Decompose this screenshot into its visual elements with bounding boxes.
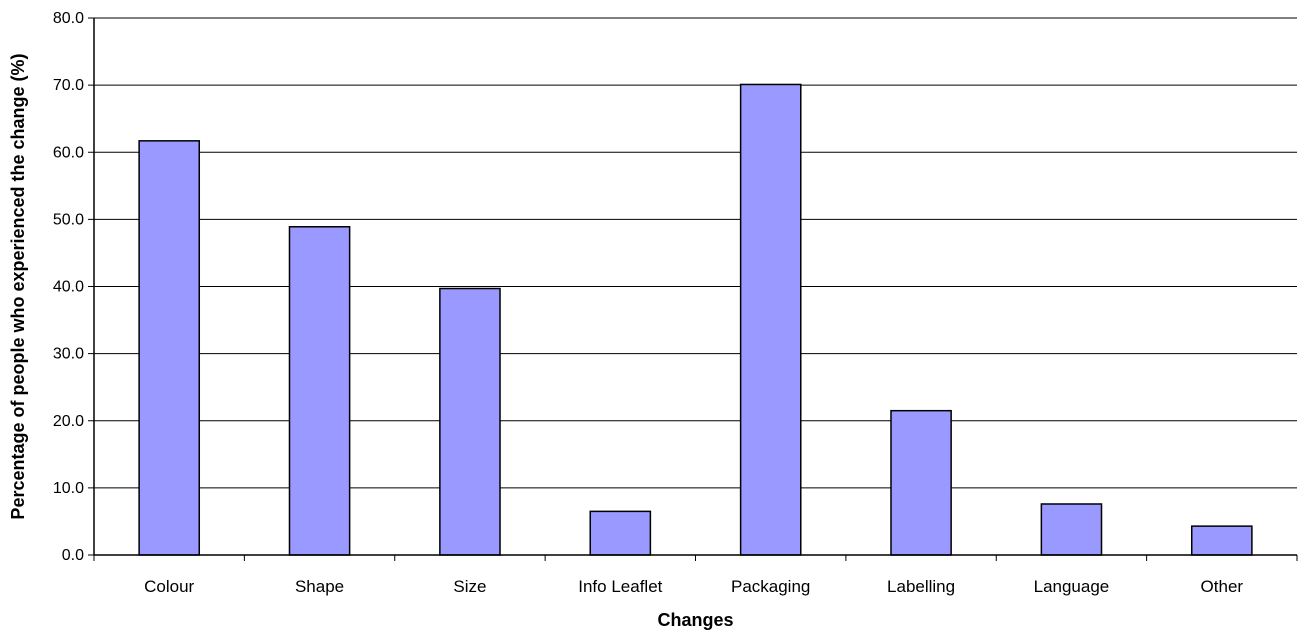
y-tick-label: 60.0: [53, 144, 84, 161]
x-tick-label: Packaging: [731, 577, 810, 596]
y-tick-label: 0.0: [62, 547, 84, 564]
y-axis-title: Percentage of people who experienced the…: [8, 53, 28, 519]
x-tick-label: Shape: [295, 577, 344, 596]
x-tick-label: Info Leaflet: [578, 577, 662, 596]
x-axis-title: Changes: [657, 610, 733, 630]
x-tick-label: Language: [1034, 577, 1110, 596]
bars: [138, 83, 1253, 556]
bar-size: [439, 287, 501, 556]
x-tick-label: Other: [1201, 577, 1244, 596]
x-tick-labels: Colour Shape Size Info Leaflet Packaging Labe…: [144, 577, 1243, 596]
x-tick-label: Colour: [144, 577, 194, 596]
bar-colour: [138, 140, 201, 556]
x-tick-label: Size: [453, 577, 486, 596]
y-tick-label: 70.0: [53, 77, 84, 94]
bar-labelling: [890, 409, 952, 556]
axes: [88, 17, 1298, 561]
y-tick-label: 40.0: [53, 279, 84, 296]
bar-other: [1190, 525, 1253, 556]
y-tick-label: 30.0: [53, 346, 84, 363]
y-tick-label: 50.0: [53, 211, 84, 228]
y-tick-label: 10.0: [53, 480, 84, 497]
gridlines: [94, 17, 1297, 489]
bar-language: [1040, 503, 1103, 556]
x-tick-label: Labelling: [887, 577, 955, 596]
bar-info-leaflet: [589, 510, 652, 556]
bar-shape: [288, 226, 351, 556]
y-tick-labels: 0.0 10.0 20.0 30.0 40.0 50.0 60.0 70.0 80.0: [53, 10, 84, 564]
y-tick-label: 80.0: [53, 10, 84, 27]
bar-packaging: [739, 83, 802, 556]
y-tick-label: 20.0: [53, 413, 84, 430]
